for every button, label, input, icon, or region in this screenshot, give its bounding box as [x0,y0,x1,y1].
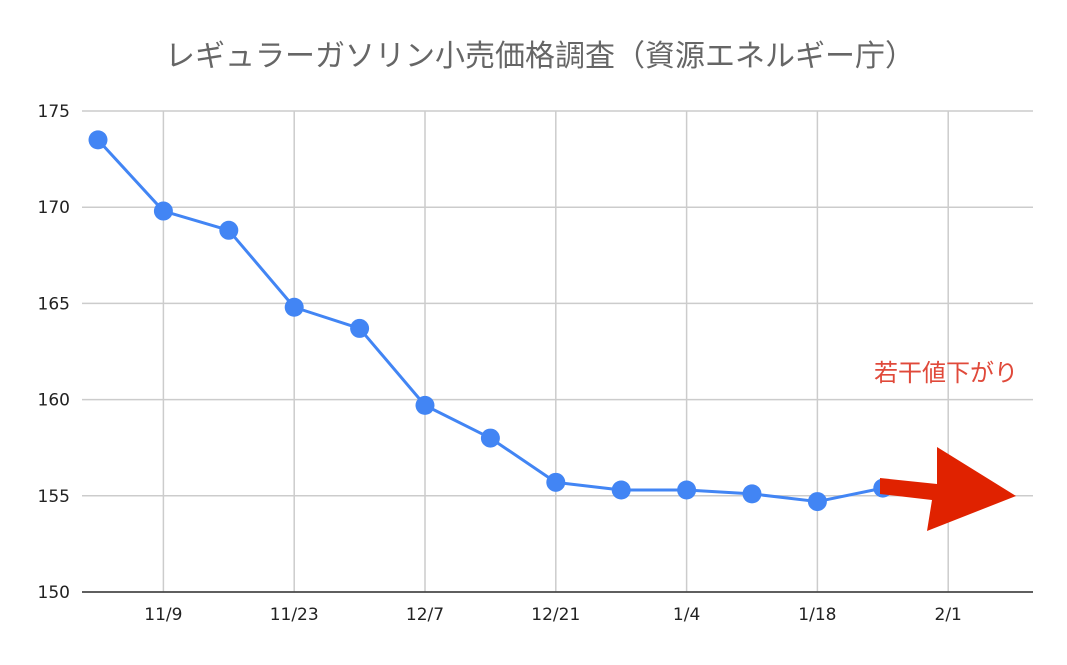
chart-title: レギュラーガソリン小売価格調査（資源エネルギー庁） [165,39,915,74]
y-tick-label: 150 [38,583,70,603]
data-point [153,201,173,221]
data-point [219,220,239,240]
data-point [677,480,697,500]
y-tick-label: 165 [38,294,70,314]
data-point [350,318,370,338]
y-tick-label: 155 [38,487,70,507]
annotation-text: 若干値下がり [874,359,1018,387]
annotation-arrow [880,447,1016,531]
grid [82,110,1033,593]
x-tick-label: 11/9 [144,605,182,625]
data-point [546,472,566,492]
axes: 150 155 160 165 170 175 11/9 11/23 12/7 12/21 1/4 1… [38,102,1033,625]
x-tick-label: 1/4 [673,605,700,625]
data-point [807,492,827,512]
x-tick-label: 12/21 [531,605,580,625]
data-point [284,297,304,317]
y-tick-label: 175 [38,102,70,122]
data-point [480,428,500,448]
series [88,130,893,512]
x-tick-label: 2/1 [935,605,962,625]
y-tick-label: 170 [38,198,70,218]
red-arrow-shape [880,447,1016,531]
x-tick-label: 12/7 [406,605,444,625]
x-tick-label: 11/23 [270,605,319,625]
data-point [415,395,435,415]
data-point [742,484,762,504]
data-point [611,480,631,500]
y-tick-label: 160 [38,391,70,411]
x-tick-label: 1/18 [798,605,836,625]
data-point [88,130,108,150]
